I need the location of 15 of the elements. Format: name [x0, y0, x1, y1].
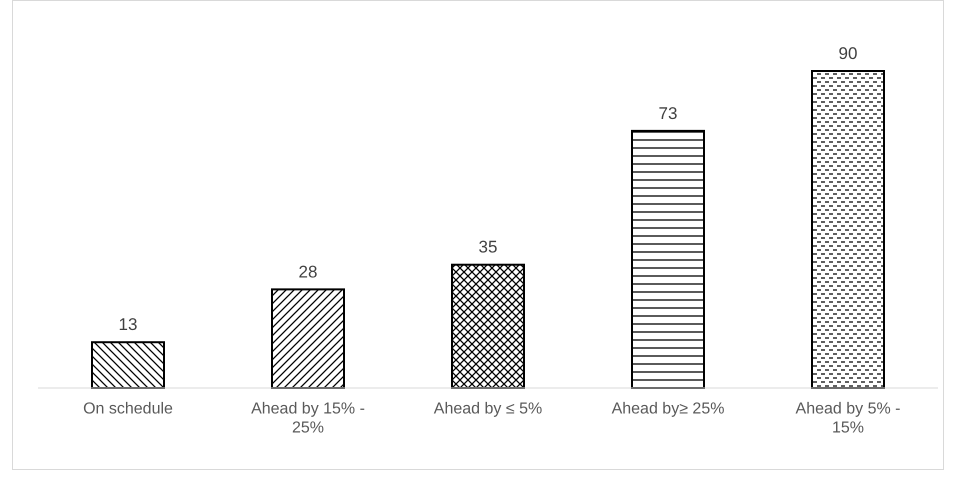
bar	[451, 264, 525, 389]
x-tick-label: Ahead by 5% - 15%	[796, 400, 900, 437]
x-tick-label: Ahead by≥ 25%	[612, 400, 724, 418]
x-tick-label: Ahead by 15% - 25%	[251, 400, 365, 437]
x-tick-label: On schedule	[83, 400, 174, 418]
data-label: 73	[658, 104, 678, 123]
bar	[271, 288, 345, 389]
bar	[631, 130, 705, 389]
data-label: 13	[118, 315, 138, 334]
data-label: 28	[298, 262, 318, 282]
bar	[811, 70, 885, 389]
data-label: 35	[478, 238, 498, 257]
bar	[91, 341, 165, 389]
data-label: 90	[838, 44, 858, 63]
x-tick-label: Ahead by ≤ 5%	[434, 400, 542, 418]
